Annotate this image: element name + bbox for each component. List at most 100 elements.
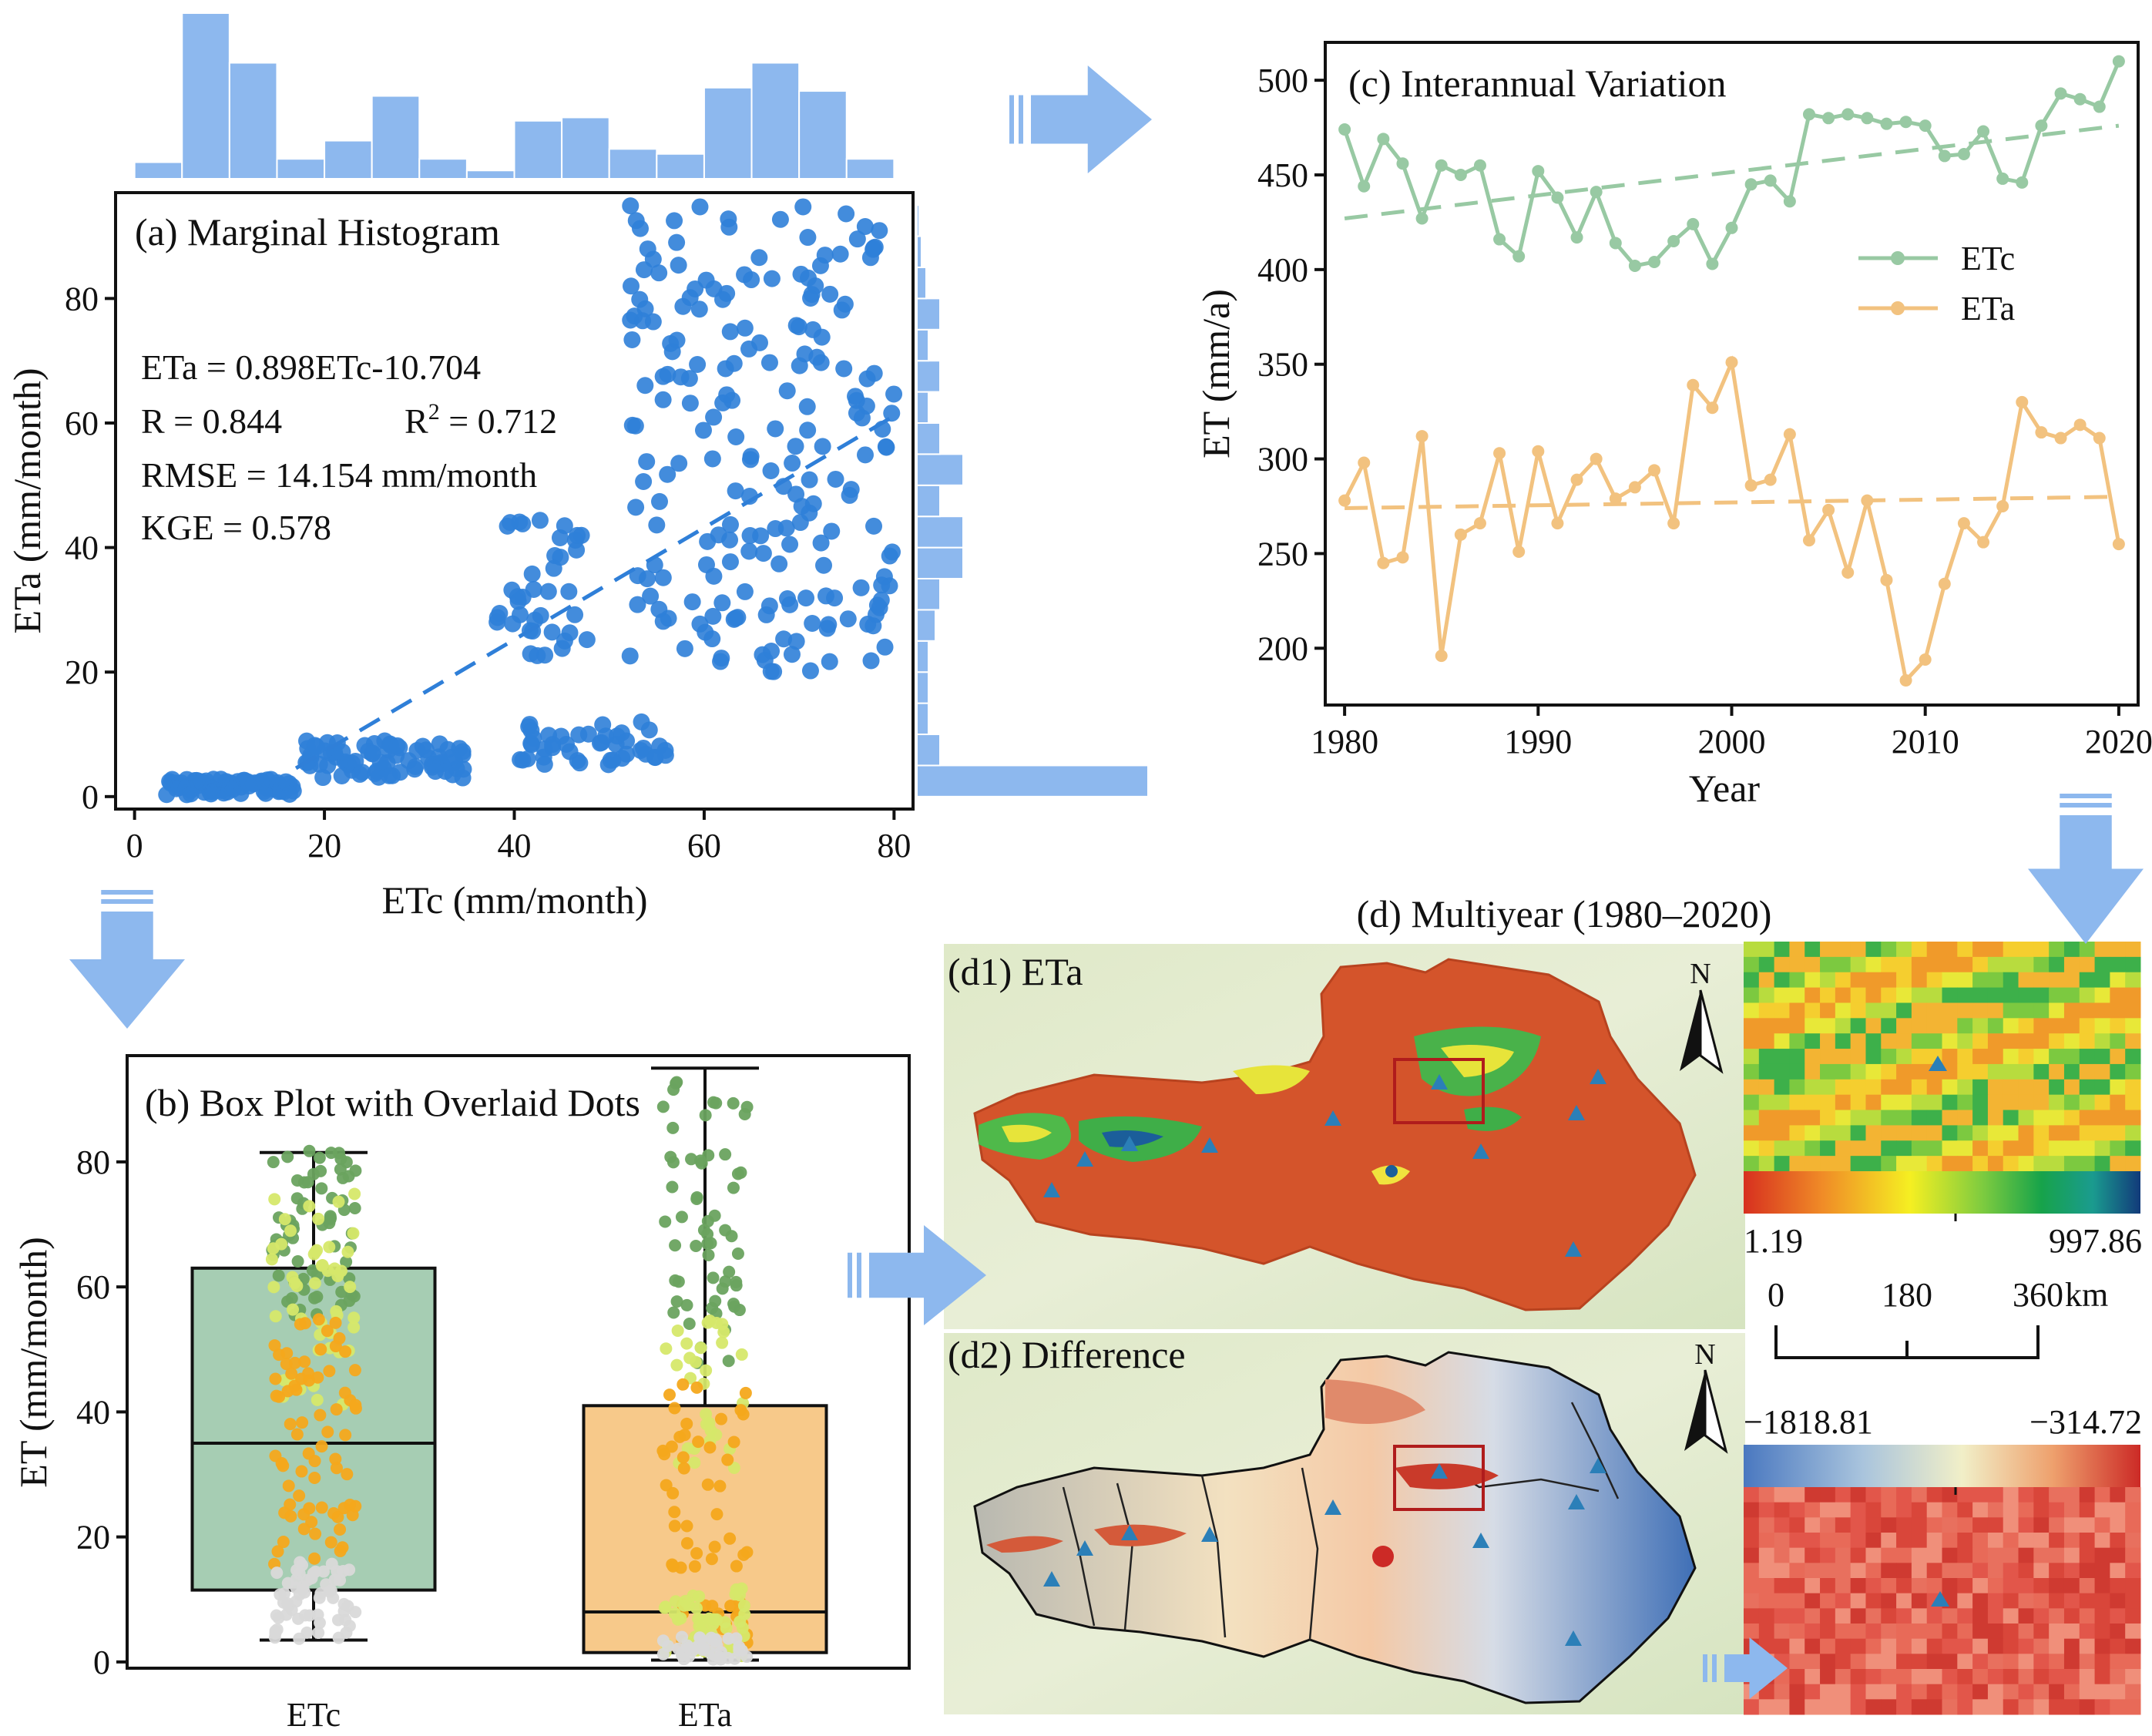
scatter-point: [691, 198, 709, 216]
inset-pixel: [1942, 1018, 1958, 1034]
inset-pixel: [2110, 1608, 2126, 1624]
inset-pixel: [1805, 1669, 1821, 1685]
inset-pixel: [1835, 1684, 1852, 1700]
inset-pixel: [1881, 1063, 1897, 1080]
inset-pixel: [2063, 1094, 2080, 1111]
overlay-dot: [676, 1378, 690, 1391]
inset-pixel: [1805, 1094, 1821, 1111]
overlay-dot: [669, 1239, 682, 1252]
scatter-point: [650, 264, 668, 282]
overlay-dot: [282, 1479, 295, 1493]
overlay-dot: [688, 1560, 701, 1573]
inset-pixel: [1789, 1110, 1805, 1126]
scatter-point: [721, 553, 739, 571]
r2-value: R2 = 0.712: [405, 399, 557, 441]
inset-pixel: [1774, 1140, 1790, 1157]
inset-pixel: [1850, 1487, 1866, 1503]
overlay-dot: [737, 1408, 750, 1421]
inset-pixel: [1926, 1533, 1942, 1549]
inset-pixel: [1850, 987, 1866, 1003]
inset-pixel: [1881, 1140, 1897, 1157]
inset-pixel: [1881, 1110, 1897, 1126]
inset-pixel: [1744, 987, 1760, 1003]
inset-pixel: [1942, 956, 1958, 973]
scatter-point: [676, 640, 693, 657]
category-label-etc: ETc: [287, 1696, 341, 1734]
x-hist-bar: [798, 90, 848, 180]
scatter-point: [783, 646, 801, 663]
inset-pixel: [1911, 1125, 1928, 1141]
scatter-point: [683, 593, 701, 611]
inset-pixel: [1957, 1094, 1973, 1111]
inset-pixel: [2003, 1033, 2019, 1049]
y-tick-label: 250: [1257, 535, 1308, 573]
inset-pixel: [2063, 1608, 2080, 1624]
inset-pixel: [1896, 1079, 1912, 1096]
inset-pixel: [1850, 1156, 1866, 1172]
inset-pixel: [2018, 1063, 2034, 1080]
inset-pixel: [2094, 1547, 2110, 1563]
inset-pixel: [1881, 1563, 1897, 1579]
scatter-point: [560, 583, 578, 600]
scatter-point: [815, 556, 833, 574]
y-hist-bar: [916, 764, 1149, 797]
scatter-point: [714, 290, 732, 308]
inset-pixel: [1911, 1593, 1928, 1609]
overlay-dot: [668, 1607, 681, 1620]
inset-pixel: [1820, 1140, 1836, 1157]
inset-pixel: [1926, 1140, 1942, 1157]
inset-pixel: [1942, 1684, 1958, 1700]
x-hist-bar: [418, 158, 468, 180]
inset-pixel: [1789, 1156, 1805, 1172]
arrow-stripe: [1712, 1654, 1717, 1682]
inset-pixel: [2018, 956, 2034, 973]
series-point-eta: [1764, 473, 1777, 486]
inset-pixel: [1972, 1593, 1989, 1609]
inset-pixel: [2094, 1684, 2110, 1700]
inset-pixel: [2003, 1049, 2019, 1065]
inset-pixel: [1758, 956, 1775, 973]
series-point-eta: [1861, 494, 1874, 507]
station-marker: [1121, 1136, 1138, 1151]
inset-pixel: [1972, 987, 1989, 1003]
overlay-dot: [284, 1498, 297, 1511]
inset-pixel: [1789, 1049, 1805, 1065]
series-point-eta: [1338, 494, 1351, 507]
inset-pixel: [1957, 1063, 1973, 1080]
inset-pixel: [1957, 1578, 1973, 1594]
inset-pixel: [1881, 1517, 1897, 1533]
inset-pixel: [1865, 1593, 1882, 1609]
inset-pixel: [1987, 956, 2004, 973]
inset-pixel: [1942, 1002, 1958, 1019]
inset-pixel: [1942, 1563, 1958, 1579]
scatter-point: [838, 205, 855, 223]
overlay-dot: [287, 1303, 300, 1316]
overlay-dot: [324, 1147, 337, 1160]
inset-pixel: [2063, 1049, 2080, 1065]
overlay-dot: [349, 1402, 362, 1415]
overlay-dot: [280, 1347, 294, 1360]
series-point-eta: [1822, 503, 1835, 516]
inset-pixel: [1911, 1094, 1928, 1111]
scale-unit: km: [2065, 1276, 2108, 1314]
series-point-eta: [1377, 556, 1390, 569]
inset-pixel: [2049, 1156, 2065, 1172]
inset-pixel: [2110, 1517, 2126, 1533]
inset-pixel: [1881, 972, 1897, 989]
inset-pixel: [2125, 1608, 2141, 1624]
inset-pixel: [2110, 1063, 2126, 1080]
inset-pixel: [1881, 987, 1897, 1003]
inset-pixel: [1881, 1593, 1897, 1609]
inset-pixel: [2003, 1502, 2019, 1518]
scatter-point: [814, 438, 831, 455]
r2-sup: 2: [428, 399, 440, 425]
inset-pixel: [1744, 1049, 1760, 1065]
inset-pixel: [1758, 1547, 1775, 1563]
basin-difference-area: [973, 1351, 1697, 1704]
overlay-dot: [312, 1313, 325, 1326]
inset-pixel: [1758, 1517, 1775, 1533]
inset-pixel: [2110, 987, 2126, 1003]
trend-lines: [1344, 123, 2120, 510]
x-hist-bar: [703, 86, 753, 180]
inset-pixel: [2079, 1563, 2096, 1579]
